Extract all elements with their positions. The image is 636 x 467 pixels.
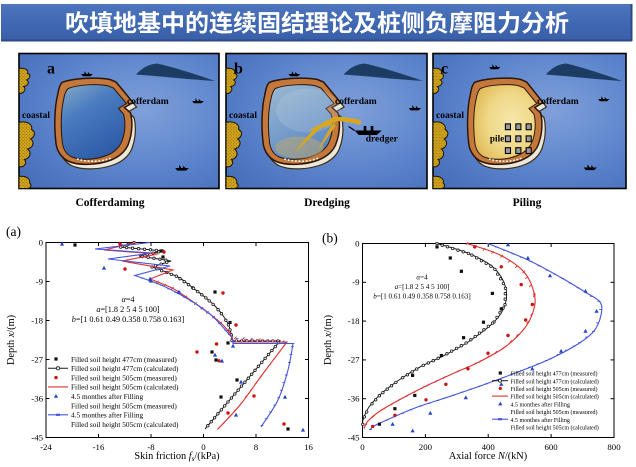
svg-text:b=[1 0.61 0.49 0.358 0.758 0.1: b=[1 0.61 0.49 0.358 0.758 0.163] [72,315,185,324]
svg-text:-36: -36 [31,393,43,403]
svg-text:0: 0 [201,442,206,452]
svg-text:400: 400 [482,442,496,452]
svg-text:Filled soil height 477cm (calc: Filled soil height 477cm (calculated) [71,364,179,373]
svg-text:-24: -24 [40,442,52,452]
svg-text:α=4: α=4 [121,295,134,304]
svg-text:-18: -18 [348,316,360,326]
svg-text:Filled soil height 505cm (meas: Filled soil height 505cm (measured) [511,409,598,416]
svg-text:0: 0 [355,238,360,248]
svg-text:Filled soil height 477cm (meas: Filled soil height 477cm (measured) [511,371,598,378]
svg-text:Depth x/(m): Depth x/(m) [6,315,17,365]
svg-text:4.5 monthes after Filling: 4.5 monthes after Filling [511,417,570,424]
svg-text:16: 16 [304,442,313,452]
svg-text:b=[1 0.61 0.49 0.358 0.758 0.1: b=[1 0.61 0.49 0.358 0.758 0.163] [373,293,470,301]
svg-text:-27: -27 [348,355,360,365]
svg-text:Filled soil height 477cm (meas: Filled soil height 477cm (measured) [71,355,177,364]
svg-text:coastal: coastal [229,111,257,121]
svg-text:8: 8 [254,442,259,452]
svg-text:c: c [441,61,448,78]
svg-text:-45: -45 [31,432,43,442]
svg-text:-27: -27 [31,354,43,364]
svg-text:4.5 monthes after Filling: 4.5 monthes after Filling [71,411,144,420]
svg-text:-45: -45 [348,432,360,442]
svg-text:4.5 monthes after Filling: 4.5 monthes after Filling [511,401,570,408]
svg-text:Filled soil height 505cm (calc: Filled soil height 505cm (calculated) [511,394,599,401]
svg-text:Filled soil height 505cm (calc: Filled soil height 505cm (calculated) [511,425,599,432]
svg-text:-8: -8 [147,442,155,452]
svg-text:a=[1.8 2 5 4 5 100]: a=[1.8 2 5 4 5 100] [96,305,160,314]
svg-text:0: 0 [39,237,44,247]
svg-text:cofferdam: cofferdam [537,97,579,107]
svg-text:(b): (b) [322,231,338,246]
svg-text:4.5 monthes after Filling: 4.5 monthes after Filling [71,392,144,401]
svg-text:0: 0 [360,442,365,452]
svg-text:cofferdam: cofferdam [127,97,169,107]
svg-text:coastal: coastal [22,111,50,121]
svg-text:800: 800 [607,442,621,452]
svg-text:dredger: dredger [366,135,399,145]
svg-text:Axial force N/(kN): Axial force N/(kN) [449,451,527,462]
svg-text:-36: -36 [348,394,360,404]
svg-text:Filled soil height 505cm (meas: Filled soil height 505cm (measured) [71,373,177,382]
svg-text:coastal: coastal [436,111,464,121]
svg-text:Piling: Piling [513,197,542,209]
svg-text:Filled soil height 505cm (calc: Filled soil height 505cm (calculated) [71,383,179,392]
svg-text:Skin friction fs/(kPa): Skin friction fs/(kPa) [134,451,219,463]
svg-text:600: 600 [544,442,558,452]
svg-text:Depth x/(m): Depth x/(m) [323,315,334,365]
svg-text:-18: -18 [31,315,43,325]
svg-text:Filled soil height 505cm (meas: Filled soil height 505cm (measured) [71,401,177,410]
svg-text:Filled soil height 477cm (calc: Filled soil height 477cm (calculated) [511,378,599,385]
svg-text:(a): (a) [6,224,21,239]
svg-text:Filled soil height 505cm (calc: Filled soil height 505cm (calculated) [71,420,179,429]
svg-text:Cofferdaming: Cofferdaming [76,197,145,209]
svg-text:pile: pile [490,134,504,144]
svg-text:-9: -9 [36,276,44,286]
svg-text:b: b [234,61,243,78]
svg-text:200: 200 [419,442,433,452]
svg-text:Dredging: Dredging [304,197,350,209]
svg-text:a: a [47,61,55,78]
svg-text:cofferdam: cofferdam [335,97,377,107]
svg-text:-9: -9 [352,277,360,287]
svg-text:Filled soil height 505cm (meas: Filled soil height 505cm (measured) [511,386,598,393]
svg-text:α=4: α=4 [416,274,428,282]
svg-text:a=[1.8 2 5 4 5 100]: a=[1.8 2 5 4 5 100] [395,283,450,291]
svg-text:-16: -16 [93,442,105,452]
